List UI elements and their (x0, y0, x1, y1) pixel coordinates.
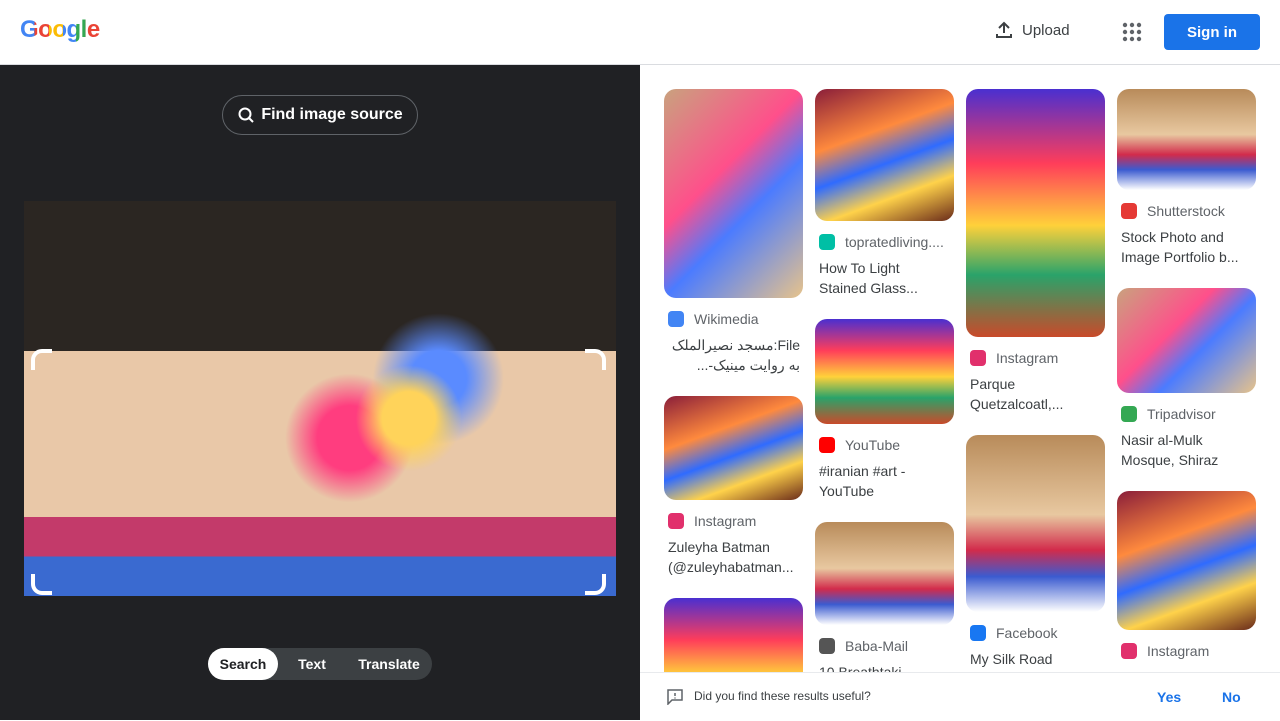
upload-button[interactable]: Upload (994, 20, 1070, 40)
source-icon (668, 513, 684, 529)
result-source: Instagram (1121, 643, 1209, 659)
source-name: Shutterstock (1147, 203, 1225, 219)
find-source-button[interactable]: Find image source (222, 95, 418, 135)
source-name: Instagram (996, 350, 1059, 366)
result-source: Wikimedia (668, 311, 759, 327)
apps-icon[interactable] (1122, 22, 1142, 42)
source-name: Baba-Mail (845, 638, 909, 654)
source-icon (819, 437, 835, 453)
source-name: Wikimedia (694, 311, 759, 327)
result-image (815, 522, 954, 625)
result-source: YouTube (819, 437, 900, 453)
feedback-icon (667, 689, 683, 705)
source-name: topratedliving.... (845, 234, 944, 250)
query-image (24, 201, 616, 596)
result-title: Stock Photo and Image Portfolio b... (1121, 229, 1239, 265)
upload-label: Upload (1022, 21, 1070, 39)
source-icon (819, 638, 835, 654)
result-source: Instagram (970, 350, 1058, 366)
result-image (815, 89, 954, 221)
source-name: Instagram (1147, 643, 1210, 659)
find-source-label: Find image source (261, 106, 403, 123)
source-icon (970, 350, 986, 366)
source-name: Instagram (694, 513, 757, 529)
result-source: topratedliving.... (819, 234, 944, 250)
result-source: Instagram (668, 513, 756, 529)
sign-in-button[interactable]: Sign in (1164, 14, 1260, 50)
result-image (1117, 288, 1256, 393)
source-icon (1121, 406, 1137, 422)
source-icon (970, 625, 986, 641)
header: Google Upload Sign in (0, 0, 1280, 65)
result-image (1117, 491, 1256, 630)
crop-box[interactable] (30, 348, 608, 598)
result-image (815, 319, 954, 424)
yes-button[interactable]: Yes (1157, 689, 1182, 705)
source-icon (668, 311, 684, 327)
source-icon (1121, 643, 1137, 659)
result-source: Tripadvisor (1121, 406, 1216, 422)
feedback-bar: Did you find these results useful? Yes N… (640, 672, 1280, 721)
upload-icon (996, 21, 1012, 38)
result-image (664, 598, 803, 672)
result-title: How To Light Stained Glass... (819, 260, 918, 296)
result-title: #iranian #art - YouTube (819, 463, 906, 499)
feedback-question: Did you find these results useful? (694, 689, 871, 703)
source-name: Tripadvisor (1147, 406, 1216, 422)
mode-tabs: Search Text Translate (208, 648, 432, 680)
result-image (1117, 89, 1256, 190)
result-image (664, 396, 803, 500)
lens-icon (238, 107, 255, 123)
source-name: Facebook (996, 625, 1058, 641)
result-title: Parque Quetzalcoatl,... (970, 376, 1064, 412)
results-grid: Wikimedia File:مسجد نصیرالملک به روایت می… (640, 65, 1280, 672)
source-icon (819, 234, 835, 250)
result-image (966, 435, 1105, 612)
result-image (664, 89, 803, 298)
image-panel: Find image source Search Text Translate (0, 65, 640, 720)
tab[interactable]: Translate (358, 656, 420, 672)
result-source: Shutterstock (1121, 203, 1225, 219)
logo[interactable]: Google (20, 16, 100, 43)
no-button[interactable]: No (1222, 689, 1241, 705)
tab[interactable]: Text (298, 656, 326, 672)
result-source: Facebook (970, 625, 1057, 641)
tab[interactable]: Search (208, 648, 278, 680)
result-title: File:مسجد نصیرالملک به روایت مینیک-... (671, 337, 800, 373)
result-image (966, 89, 1105, 337)
result-title: My Silk Road (970, 651, 1053, 667)
result-title: Nasir al-Mulk Mosque, Shiraz (1121, 432, 1219, 468)
result-title: Zuleyha Batman (@zuleyhabatman... (668, 539, 794, 575)
source-icon (1121, 203, 1137, 219)
result-title: 10 Breathtaki (819, 664, 902, 672)
source-name: YouTube (845, 437, 901, 453)
result-source: Baba-Mail (819, 638, 908, 654)
